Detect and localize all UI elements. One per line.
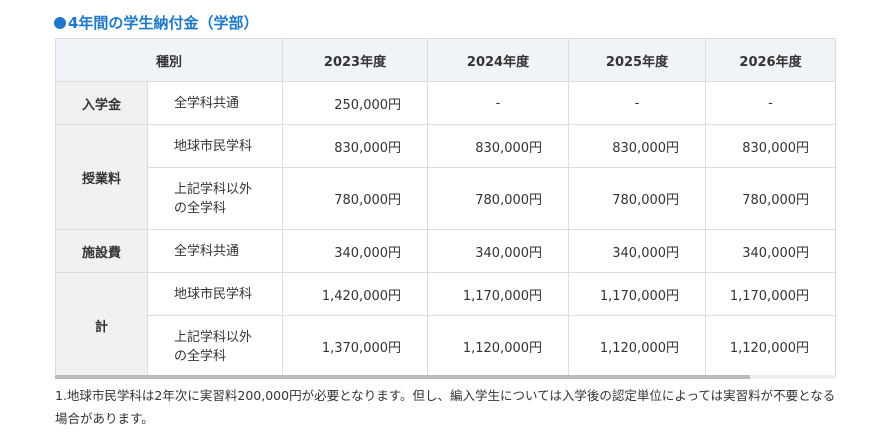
value-cell: 830,000円 [427, 124, 570, 168]
table-row: 上記学科以外の全学科 780,000円 780,000円 780,000円 78… [56, 167, 837, 230]
value-cell: 1,120,000円 [427, 315, 570, 378]
sub-cell: 上記学科以外の全学科 [146, 167, 284, 230]
value-cell: 780,000円 [282, 167, 429, 230]
category-cell: 計 [55, 272, 148, 378]
value-cell: 340,000円 [427, 229, 570, 273]
table-row: 施設費 全学科共通 340,000円 340,000円 340,000円 340… [55, 229, 837, 273]
value-cell: 340,000円 [568, 229, 707, 273]
header-row: 種別 2023年度 2024年度 2025年度 2026年度 [54, 38, 837, 82]
header-2025: 2025年度 [568, 38, 707, 82]
value-cell: 1,420,000円 [282, 272, 429, 316]
sub-cell: 地球市民学科 [146, 272, 284, 316]
category-cell: 授業料 [55, 124, 148, 230]
sub-cell: 地球市民学科 [146, 124, 284, 168]
table-row: 上記学科以外の全学科 1,370,000円 1,120,000円 1,120,0… [56, 315, 837, 378]
value-cell: - [427, 81, 570, 125]
value-cell: 1,120,000円 [705, 315, 837, 378]
value-cell: 340,000円 [282, 229, 429, 273]
value-cell: 830,000円 [568, 124, 707, 168]
horizontal-scrollbar[interactable] [55, 375, 835, 379]
value-cell: 250,000円 [282, 81, 429, 125]
value-cell: 780,000円 [705, 167, 837, 230]
category-cell: 入学金 [55, 81, 148, 125]
value-cell: - [568, 81, 707, 125]
scrollbar-thumb[interactable] [55, 375, 750, 379]
header-2026: 2026年度 [705, 38, 837, 82]
table-row: 計 地球市民学科 1,420,000円 1,170,000円 1,170,000… [55, 272, 837, 378]
sub-cell: 全学科共通 [146, 229, 284, 273]
value-cell: 1,170,000円 [705, 272, 837, 316]
value-cell: 780,000円 [427, 167, 570, 230]
category-cell: 施設費 [55, 229, 148, 273]
value-cell: 1,370,000円 [282, 315, 429, 378]
header-2023: 2023年度 [282, 38, 429, 82]
section-title: 4年間の学生納付金（学部） [54, 12, 258, 33]
header-type: 種別 [54, 38, 284, 82]
value-cell: 1,170,000円 [427, 272, 570, 316]
fee-table: 種別 2023年度 2024年度 2025年度 2026年度 入学金 全学科共通… [54, 38, 837, 378]
table-row: 入学金 全学科共通 250,000円 - - - [55, 81, 837, 125]
value-cell: 830,000円 [282, 124, 429, 168]
value-cell: - [705, 81, 837, 125]
header-2024: 2024年度 [427, 38, 570, 82]
value-cell: 780,000円 [568, 167, 707, 230]
sub-cell: 上記学科以外の全学科 [146, 315, 284, 378]
table-row: 授業料 地球市民学科 830,000円 830,000円 830,000円 83… [55, 124, 837, 230]
footnote: 1.地球市民学科は2年次に実習料200,000円が必要となります。但し、編入学生… [55, 388, 836, 426]
value-cell: 830,000円 [705, 124, 837, 168]
value-cell: 340,000円 [705, 229, 837, 273]
sub-cell: 全学科共通 [146, 81, 284, 125]
value-cell: 1,120,000円 [568, 315, 707, 378]
bullet-icon [54, 17, 66, 29]
value-cell: 1,170,000円 [568, 272, 707, 316]
